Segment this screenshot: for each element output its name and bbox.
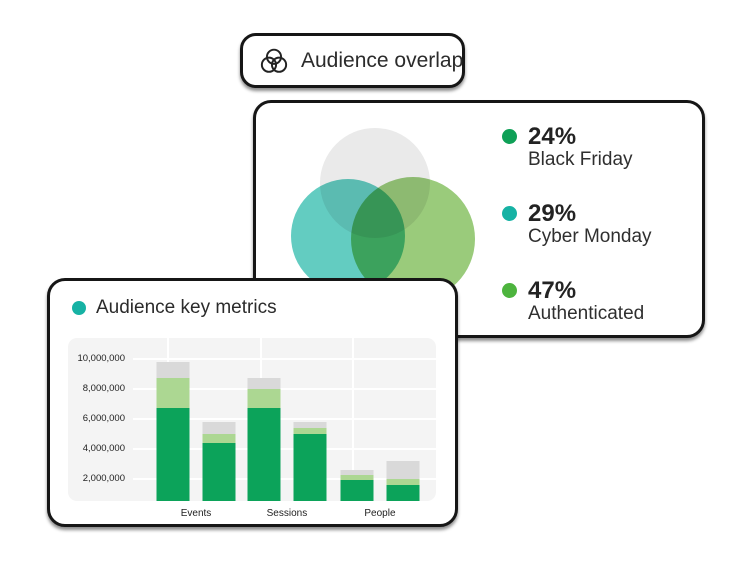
legend-value: 29% xyxy=(528,200,577,227)
legend-dot-icon xyxy=(502,129,517,144)
gridline xyxy=(133,357,436,360)
bar-segment-green xyxy=(202,442,236,501)
legend-label: Cyber Monday xyxy=(528,226,652,247)
bar-segment-green xyxy=(293,433,327,501)
legend-label: Authenticated xyxy=(528,303,645,324)
bar-segment-gray xyxy=(156,361,190,379)
stacked-bar xyxy=(340,469,374,501)
bar-group-events xyxy=(156,361,236,501)
chip-label: Audience overlap xyxy=(301,48,464,72)
bar-segment-gray xyxy=(293,421,327,428)
x-axis-label: Events xyxy=(180,508,212,519)
y-tick-label: 4,000,000 xyxy=(82,442,125,454)
legend-dot-icon xyxy=(502,283,517,298)
stacked-bar xyxy=(386,460,420,501)
legend-item-authenticated: 47% Authenticated xyxy=(502,278,652,325)
y-tick-label: 10,000,000 xyxy=(77,352,125,364)
gridline xyxy=(133,477,436,480)
legend-label: Black Friday xyxy=(528,149,633,170)
legend-value: 24% xyxy=(528,123,577,150)
legend-value: 47% xyxy=(528,277,577,304)
bar-segment-gray xyxy=(386,460,420,479)
bar-segment-gray xyxy=(247,378,281,389)
bar-group-sessions xyxy=(247,378,327,501)
bar-segment-light_green xyxy=(340,474,374,481)
audience-key-metrics-card: Audience key metrics 10,000,000 8,000,000… xyxy=(47,278,458,527)
y-tick-label: 2,000,000 xyxy=(82,472,125,484)
metrics-title-row: Audience key metrics xyxy=(72,297,277,319)
stacked-bar xyxy=(247,378,281,501)
plot-grid-region xyxy=(133,338,436,501)
venn-overlap-icon xyxy=(259,47,289,75)
stacked-bar xyxy=(202,421,236,501)
audience-overlap-card: 24% Black Friday 29% Cyber Monday 47% Au… xyxy=(253,100,705,338)
bar-segment-light_green xyxy=(156,378,190,409)
bar-segment-light_green xyxy=(247,388,281,409)
y-tick-label: 8,000,000 xyxy=(82,382,125,394)
stacked-bar-chart: 10,000,000 8,000,000 6,000,000 4,000,000 2,0… xyxy=(68,338,436,501)
bar-segment-light_green xyxy=(386,478,420,486)
bar-segment-gray xyxy=(340,469,374,475)
gridline xyxy=(133,387,436,390)
bar-segment-gray xyxy=(202,421,236,434)
legend-dot-icon xyxy=(502,206,517,221)
stacked-bar xyxy=(156,361,190,501)
stacked-bar xyxy=(293,421,327,501)
venn-diagram xyxy=(256,103,702,335)
gridline xyxy=(133,417,436,420)
overlap-legend: 24% Black Friday 29% Cyber Monday 47% Au… xyxy=(502,124,652,325)
gridline xyxy=(133,447,436,450)
y-tick-label: 6,000,000 xyxy=(82,412,125,424)
x-axis-label: People xyxy=(364,508,396,519)
bar-segment-green xyxy=(247,408,281,501)
bar-segment-green xyxy=(386,485,420,501)
metrics-title: Audience key metrics xyxy=(96,297,277,318)
metrics-dot-icon xyxy=(72,301,86,315)
legend-item-cyber-monday: 29% Cyber Monday xyxy=(502,201,652,248)
legend-item-black-friday: 24% Black Friday xyxy=(502,124,652,171)
gridline-vertical xyxy=(352,338,355,501)
audience-overlap-chip[interactable]: Audience overlap xyxy=(240,33,465,88)
bar-segment-light_green xyxy=(293,427,327,434)
bar-group-people xyxy=(340,460,420,501)
x-axis-label: Sessions xyxy=(266,508,308,519)
bar-segment-light_green xyxy=(202,433,236,443)
bar-segment-green xyxy=(156,408,190,501)
bar-segment-green xyxy=(340,480,374,501)
